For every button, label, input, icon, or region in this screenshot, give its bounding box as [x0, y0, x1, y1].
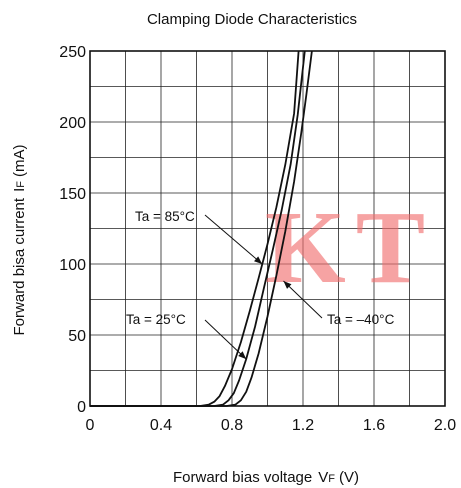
y-axis-label: Forward bisa currentIF(mA)	[11, 145, 28, 336]
annotation-label: Ta = 85°C	[135, 209, 195, 224]
y-tick-label: 150	[59, 186, 86, 203]
chart-title: Clamping Diode Characteristics	[147, 11, 357, 28]
y-tick-label: 200	[59, 115, 86, 132]
series-line-2	[90, 50, 313, 407]
x-axis-label: Forward bias voltage VF (V)	[173, 469, 359, 486]
annotation-label: Ta = –40°C	[327, 312, 395, 327]
y-tick-label: 0	[77, 399, 86, 416]
x-tick-labels: 0 0.4 0.8 1.2 1.6 2.0	[86, 417, 457, 434]
x-tick-label: 1.6	[363, 417, 385, 434]
grid-lines	[90, 51, 445, 406]
y-tick-labels: 0 50 100 150 200 250	[59, 44, 86, 416]
annotation-arrowhead	[254, 256, 263, 264]
plot-frame	[89, 50, 446, 407]
x-tick-label: 0.8	[221, 417, 243, 434]
annotation-arrow	[204, 319, 247, 360]
annotation-arrow	[204, 214, 263, 265]
x-tick-label: 0.4	[150, 417, 172, 434]
y-tick-label: 50	[68, 328, 86, 345]
x-tick-label: 0	[86, 417, 95, 434]
annotation-arrowhead	[238, 351, 247, 360]
x-tick-label: 2.0	[434, 417, 456, 434]
annotation-label: Ta = 25°C	[126, 312, 186, 327]
watermark: KT	[265, 190, 435, 305]
series-line-0	[90, 50, 300, 407]
series-line-1	[90, 50, 306, 407]
annotations: Ta = 85°C Ta = 25°C Ta = –40°C	[126, 209, 395, 360]
annotation-arrow	[283, 280, 323, 319]
y-tick-label: 100	[59, 257, 86, 274]
x-tick-label: 1.2	[292, 417, 314, 434]
annotation-arrowhead	[283, 281, 292, 289]
y-tick-label: 250	[59, 44, 86, 61]
series-lines	[90, 50, 313, 407]
